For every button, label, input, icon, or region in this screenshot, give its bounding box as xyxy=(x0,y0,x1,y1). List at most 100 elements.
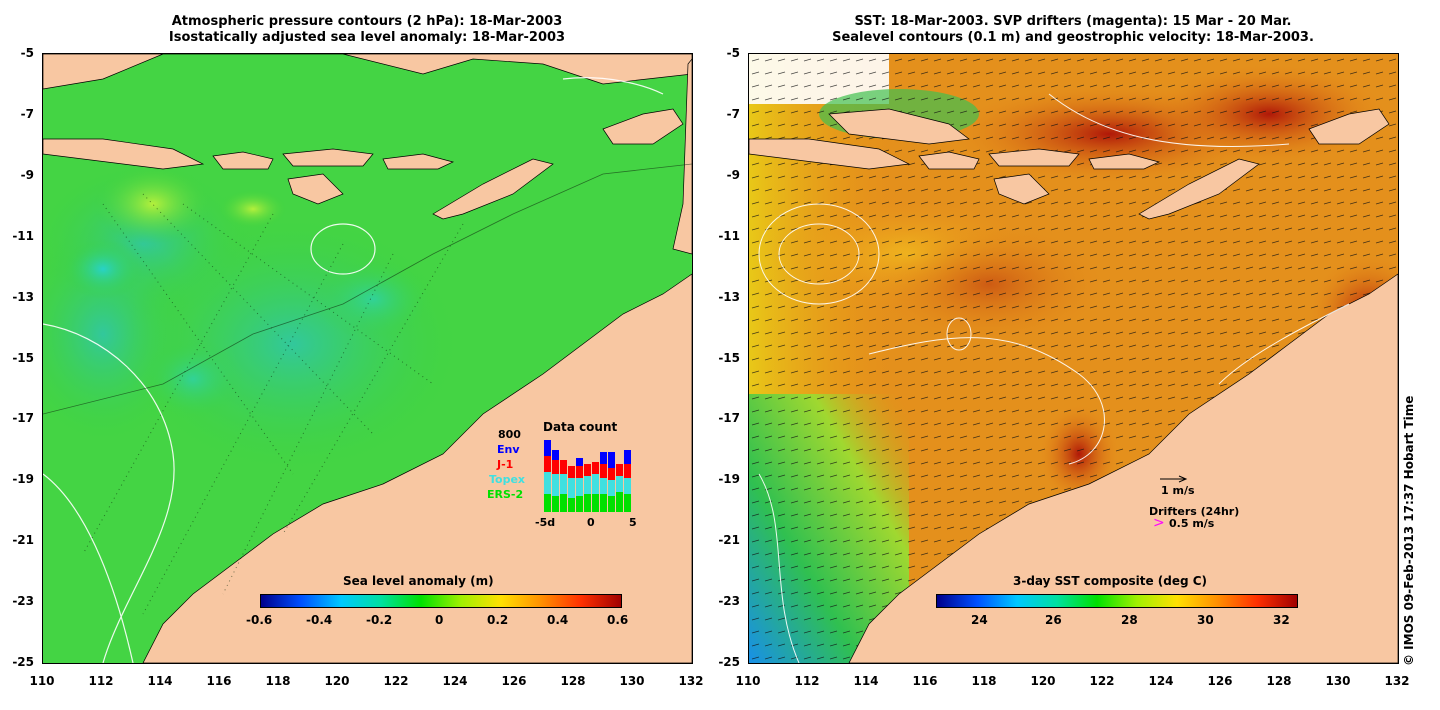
hist-tick: 0 xyxy=(587,516,595,529)
sst-colorbar-tick: 32 xyxy=(1273,613,1290,627)
lat-tick-label: -5 xyxy=(726,46,740,60)
hist-bar-topex xyxy=(616,476,623,492)
sea-level-map: Sea level anomaly (m) -0.6 -0.4 -0.2 0 0… xyxy=(42,53,693,664)
sea-level-colorbar-tick: 0.2 xyxy=(487,613,509,627)
velocity-scale-label: 1 m/s xyxy=(1161,484,1195,497)
drifters-label: Drifters (24hr) xyxy=(1149,505,1240,518)
sea-level-colorbar-tick: -0.4 xyxy=(306,613,333,627)
lon-tick-label: 116 xyxy=(912,674,938,688)
lon-tick-label: 132 xyxy=(678,674,704,688)
lon-tick-label: 110 xyxy=(29,674,55,688)
hist-bar-ers2 xyxy=(576,496,583,512)
hist-bar-ers2 xyxy=(584,494,591,512)
copyright-text: © IMOS 09-Feb-2013 17:37 Hobart Time xyxy=(1402,395,1416,666)
hist-bar-ers2 xyxy=(624,494,631,512)
hist-bar-topex xyxy=(560,474,567,494)
lat-tick-label: -25 xyxy=(12,655,34,669)
hist-bar-topex xyxy=(592,474,599,494)
lon-tick-label: 114 xyxy=(147,674,173,688)
hist-bar-j1 xyxy=(600,464,607,478)
sst-colorbar xyxy=(936,594,1298,608)
sea-level-colorbar-tick: 0.6 xyxy=(607,613,629,627)
lon-tick-label: 126 xyxy=(501,674,527,688)
sea-level-map-svg xyxy=(43,54,692,663)
lat-tick-label: -13 xyxy=(12,289,34,304)
sea-level-colorbar-tick: -0.2 xyxy=(366,613,393,627)
lat-tick-label: -9 xyxy=(20,167,34,182)
lon-tick-label: 132 xyxy=(1384,674,1410,688)
hist-bar-topex xyxy=(608,480,615,496)
sst-colorbar-tick: 26 xyxy=(1045,613,1062,627)
data-count-title: Data count xyxy=(543,420,618,434)
lon-tick-label: 116 xyxy=(206,674,232,688)
lon-tick-label: 120 xyxy=(1030,674,1056,688)
lat-tick-label: -5 xyxy=(20,46,34,60)
left-title-line1: Atmospheric pressure contours (2 hPa): 1… xyxy=(171,14,563,29)
hist-tick: -5d xyxy=(535,516,556,529)
drifter-speed-label: 0.5 m/s xyxy=(1169,517,1215,530)
lon-tick-label: 124 xyxy=(1148,674,1174,688)
lon-tick-label: 112 xyxy=(794,674,820,688)
lon-tick-label: 120 xyxy=(324,674,350,688)
right-title-line1: SST: 18-Mar-2003. SVP drifters (magenta)… xyxy=(854,14,1292,29)
legend-topex: Topex xyxy=(489,473,526,486)
hist-bar-ers2 xyxy=(552,496,559,512)
sst-map: 1 m/s Drifters (24hr) > 0.5 m/s 3-day SS… xyxy=(748,53,1399,664)
hist-bar-j1 xyxy=(608,468,615,480)
right-title-line2: Sealevel contours (0.1 m) and geostrophi… xyxy=(832,30,1314,45)
lat-tick-label: -19 xyxy=(718,472,740,487)
lat-tick-label: -25 xyxy=(718,655,740,669)
hist-bar-topex xyxy=(568,478,575,498)
lat-tick-label: -19 xyxy=(12,472,34,487)
lat-tick-label: -23 xyxy=(12,594,34,609)
hist-bar-topex xyxy=(544,472,551,494)
data-count-max-label: 800 xyxy=(498,428,521,441)
sea-level-colorbar-tick: 0.4 xyxy=(547,613,569,627)
lat-tick-label: -21 xyxy=(718,533,740,548)
hist-bar-ers2 xyxy=(592,494,599,512)
sea-level-colorbar-label: Sea level anomaly (m) xyxy=(343,574,494,588)
hist-bar-ers2 xyxy=(544,494,551,512)
lon-tick-label: 128 xyxy=(1266,674,1292,688)
lat-tick-label: -21 xyxy=(12,533,34,548)
lon-tick-label: 122 xyxy=(1089,674,1115,688)
histogram-bars xyxy=(544,440,631,512)
sst-colorbar-label: 3-day SST composite (deg C) xyxy=(1013,574,1208,588)
data-count-histogram xyxy=(544,440,631,512)
lat-tick-label: -11 xyxy=(12,228,34,243)
legend-env: Env xyxy=(497,443,520,456)
hist-bar-topex xyxy=(584,476,591,494)
sst-colorbar-tick: 24 xyxy=(971,613,988,627)
lon-tick-label: 118 xyxy=(971,674,997,688)
lat-tick-label: -7 xyxy=(20,106,34,121)
lon-tick-label: 124 xyxy=(442,674,468,688)
hist-bar-topex xyxy=(624,478,631,494)
legend-ers2: ERS-2 xyxy=(487,488,524,501)
lat-tick-label: -13 xyxy=(718,289,740,304)
hist-bar-ers2 xyxy=(560,494,567,512)
lat-tick-label: -15 xyxy=(12,350,34,365)
hist-tick: 5 xyxy=(629,516,637,529)
lat-tick-label: -17 xyxy=(718,411,740,426)
lon-tick-label: 130 xyxy=(619,674,645,688)
hist-bar-j1 xyxy=(576,466,583,478)
hist-bar-j1 xyxy=(624,464,631,478)
sst-colorbar-tick: 30 xyxy=(1197,613,1214,627)
sea-level-colorbar xyxy=(260,594,622,608)
left-title-line2: Isostatically adjusted sea level anomaly… xyxy=(168,30,566,45)
lon-tick-label: 112 xyxy=(88,674,114,688)
velocity-scale-arrow xyxy=(1160,475,1188,483)
hist-bar-j1 xyxy=(544,456,551,472)
lon-tick-label: 114 xyxy=(853,674,879,688)
drifter-symbol-icon: > xyxy=(1153,515,1165,531)
hist-bar-topex xyxy=(576,478,583,496)
lon-tick-label: 126 xyxy=(1207,674,1233,688)
lat-tick-label: -23 xyxy=(718,594,740,609)
sea-level-colorbar-tick: -0.6 xyxy=(246,613,273,627)
hist-bar-ers2 xyxy=(568,498,575,512)
lon-tick-label: 110 xyxy=(735,674,761,688)
hist-bar-ers2 xyxy=(608,496,615,512)
legend-j1: J-1 xyxy=(497,458,514,471)
lat-tick-label: -17 xyxy=(12,411,34,426)
lon-tick-label: 128 xyxy=(560,674,586,688)
